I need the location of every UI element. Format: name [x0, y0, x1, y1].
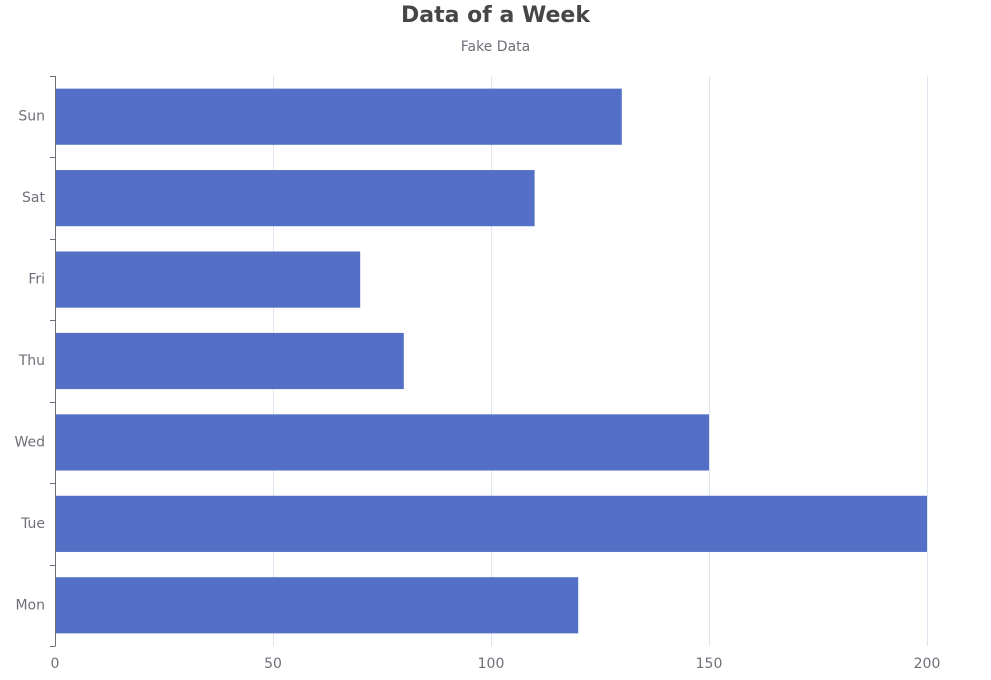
- bar-thu[interactable]: [55, 332, 404, 390]
- x-tick-label-100: 100: [478, 656, 505, 672]
- y-tick-label-mon: Mon: [15, 597, 45, 613]
- bar-tue[interactable]: [55, 495, 927, 552]
- y-tick-label-thu: Thu: [18, 353, 45, 369]
- bar-sun[interactable]: [55, 88, 622, 145]
- y-tick-label-sat: Sat: [22, 190, 45, 206]
- x-tick-label-50: 50: [264, 656, 282, 672]
- y-tick-label-sun: Sun: [18, 109, 45, 125]
- chart-title: Data of a Week: [401, 3, 590, 28]
- y-tick-label-wed: Wed: [14, 434, 45, 450]
- x-tick-label-0: 0: [51, 656, 60, 672]
- chart-subtitle: Fake Data: [460, 39, 531, 55]
- y-tick-label-tue: Tue: [20, 516, 45, 532]
- bar-sat[interactable]: [55, 170, 535, 227]
- bar-fri[interactable]: [55, 251, 361, 308]
- y-tick-label-fri: Fri: [28, 272, 45, 288]
- x-tick-label-200: 200: [914, 656, 941, 672]
- bar-mon[interactable]: [55, 577, 579, 634]
- x-tick-label-150: 150: [696, 656, 723, 672]
- bar-wed[interactable]: [55, 414, 709, 471]
